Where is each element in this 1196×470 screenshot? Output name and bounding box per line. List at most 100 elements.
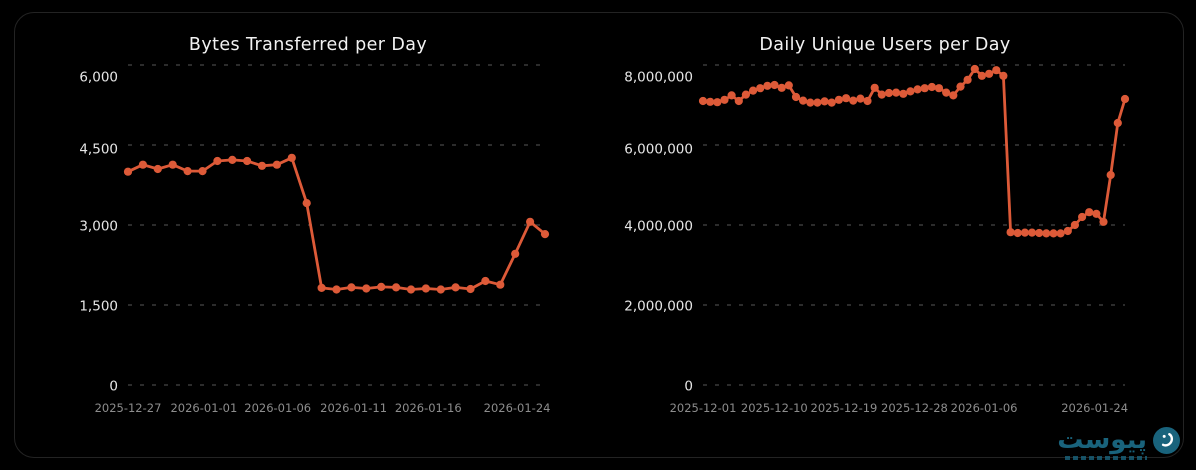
- data-point[interactable]: [183, 167, 192, 176]
- data-point[interactable]: [706, 97, 715, 106]
- data-point[interactable]: [153, 164, 162, 174]
- data-point[interactable]: [827, 98, 836, 107]
- data-point[interactable]: [899, 89, 908, 98]
- data-point[interactable]: [784, 81, 793, 90]
- data-point[interactable]: [392, 283, 401, 292]
- data-point[interactable]: [734, 96, 743, 106]
- data-point[interactable]: [466, 284, 475, 294]
- data-point[interactable]: [1078, 212, 1087, 222]
- data-point[interactable]: [1070, 220, 1079, 230]
- data-point[interactable]: [856, 94, 865, 103]
- data-point[interactable]: [863, 96, 872, 106]
- data-point[interactable]: [168, 160, 177, 169]
- data-point[interactable]: [992, 66, 1001, 75]
- peivast-logo-text-block: پیوست: [1057, 427, 1147, 460]
- data-point[interactable]: [1006, 228, 1015, 237]
- data-point[interactable]: [791, 92, 801, 102]
- data-point[interactable]: [849, 96, 858, 105]
- data-point[interactable]: [756, 84, 765, 93]
- data-point[interactable]: [1106, 170, 1115, 180]
- data-point[interactable]: [1120, 94, 1130, 104]
- data-point[interactable]: [1099, 217, 1108, 226]
- data-point[interactable]: [436, 285, 445, 294]
- data-point[interactable]: [1013, 228, 1022, 238]
- data-point[interactable]: [1049, 229, 1058, 238]
- data-point[interactable]: [138, 160, 147, 169]
- x-axis-tick-label: 2026-01-11: [320, 401, 387, 415]
- data-point[interactable]: [713, 98, 722, 107]
- data-point[interactable]: [1035, 228, 1044, 238]
- peivast-logo-wordmark: پیوست: [1057, 425, 1147, 455]
- x-axis-tick-label: 2026-01-24: [1061, 401, 1128, 415]
- data-point[interactable]: [243, 156, 252, 166]
- data-point[interactable]: [1020, 228, 1029, 237]
- data-point[interactable]: [727, 91, 736, 100]
- data-point[interactable]: [842, 94, 851, 103]
- data-point[interactable]: [884, 88, 894, 98]
- data-point[interactable]: [920, 84, 929, 93]
- data-point[interactable]: [1092, 209, 1101, 218]
- x-axis-tick-label: 2026-01-06: [951, 401, 1018, 415]
- chart-card: [14, 12, 1184, 458]
- data-point[interactable]: [934, 84, 944, 93]
- data-point[interactable]: [741, 90, 751, 99]
- x-axis-tick-label: 2026-01-16: [395, 401, 462, 415]
- data-point[interactable]: [1063, 226, 1072, 236]
- data-point[interactable]: [698, 96, 708, 106]
- data-point[interactable]: [496, 280, 505, 289]
- data-point[interactable]: [999, 71, 1008, 80]
- data-point[interactable]: [963, 75, 972, 84]
- data-point[interactable]: [421, 284, 430, 293]
- data-point[interactable]: [913, 85, 922, 94]
- data-point[interactable]: [770, 80, 779, 90]
- data-point[interactable]: [720, 95, 729, 104]
- data-point[interactable]: [526, 217, 535, 226]
- data-point[interactable]: [1085, 208, 1094, 217]
- data-point[interactable]: [272, 160, 281, 169]
- data-point[interactable]: [451, 283, 460, 292]
- data-point[interactable]: [481, 276, 490, 286]
- data-point[interactable]: [198, 167, 207, 176]
- data-point[interactable]: [332, 285, 341, 294]
- data-point[interactable]: [813, 98, 822, 107]
- data-point[interactable]: [123, 167, 133, 176]
- data-point[interactable]: [1042, 229, 1051, 238]
- data-point[interactable]: [799, 96, 808, 105]
- data-point[interactable]: [985, 69, 994, 78]
- data-point[interactable]: [877, 90, 886, 99]
- data-point[interactable]: [820, 97, 829, 106]
- data-point[interactable]: [317, 283, 326, 292]
- data-point[interactable]: [287, 153, 296, 162]
- data-point[interactable]: [956, 82, 965, 91]
- data-point[interactable]: [406, 285, 416, 294]
- data-point[interactable]: [942, 88, 951, 97]
- data-point[interactable]: [1113, 118, 1122, 128]
- data-point[interactable]: [362, 284, 371, 293]
- data-point[interactable]: [213, 156, 222, 166]
- data-point[interactable]: [228, 155, 237, 164]
- data-point[interactable]: [347, 283, 356, 292]
- data-point[interactable]: [257, 161, 267, 170]
- data-point[interactable]: [540, 230, 550, 239]
- data-point[interactable]: [906, 87, 915, 96]
- data-point[interactable]: [302, 199, 311, 208]
- data-point[interactable]: [970, 64, 979, 74]
- data-point[interactable]: [870, 83, 879, 92]
- data-point[interactable]: [949, 91, 958, 100]
- data-point[interactable]: [892, 88, 901, 97]
- data-point[interactable]: [511, 249, 520, 258]
- data-point[interactable]: [806, 98, 815, 107]
- data-point[interactable]: [1027, 228, 1037, 237]
- data-point[interactable]: [749, 86, 758, 95]
- data-point[interactable]: [977, 71, 987, 80]
- data-point[interactable]: [377, 282, 386, 291]
- x-axis-tick-label: 2026-01-01: [170, 401, 237, 415]
- data-point[interactable]: [1056, 229, 1065, 238]
- x-axis-tick-label: 2026-01-24: [484, 401, 551, 415]
- data-point[interactable]: [763, 81, 772, 90]
- data-point[interactable]: [834, 95, 844, 104]
- data-point[interactable]: [777, 83, 786, 92]
- data-point[interactable]: [927, 82, 937, 92]
